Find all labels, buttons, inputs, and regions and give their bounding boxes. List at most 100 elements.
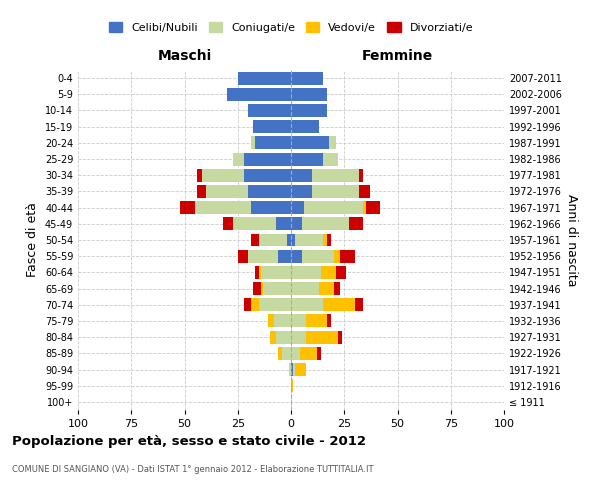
Bar xyxy=(180,201,195,214)
Bar xyxy=(291,266,321,279)
Bar xyxy=(291,136,329,149)
Bar xyxy=(276,218,291,230)
Bar xyxy=(323,152,338,166)
Bar xyxy=(291,169,313,181)
Bar xyxy=(327,314,331,328)
Bar xyxy=(270,330,276,344)
Bar xyxy=(365,201,380,214)
Bar xyxy=(334,250,340,262)
Bar xyxy=(302,218,349,230)
Bar xyxy=(287,234,291,246)
Bar xyxy=(317,347,321,360)
Bar xyxy=(238,72,291,85)
Bar xyxy=(291,330,306,344)
Bar xyxy=(251,234,259,246)
Bar xyxy=(291,218,302,230)
Bar xyxy=(251,201,291,214)
Bar xyxy=(291,88,327,101)
Bar xyxy=(291,120,319,133)
Bar xyxy=(261,266,291,279)
Bar xyxy=(304,201,364,214)
Bar xyxy=(306,330,338,344)
Bar xyxy=(323,298,355,311)
Bar xyxy=(289,363,291,376)
Bar xyxy=(329,136,336,149)
Bar xyxy=(223,218,233,230)
Bar xyxy=(206,185,248,198)
Bar xyxy=(321,266,336,279)
Bar xyxy=(259,234,287,246)
Bar xyxy=(283,347,291,360)
Bar xyxy=(359,185,370,198)
Text: Maschi: Maschi xyxy=(157,49,212,63)
Bar xyxy=(251,136,255,149)
Text: Femmine: Femmine xyxy=(362,49,433,63)
Bar xyxy=(340,250,355,262)
Bar xyxy=(306,314,327,328)
Bar xyxy=(244,298,251,311)
Bar xyxy=(319,282,334,295)
Bar xyxy=(255,266,259,279)
Bar xyxy=(233,152,244,166)
Bar xyxy=(233,218,276,230)
Bar xyxy=(291,201,304,214)
Bar xyxy=(291,298,323,311)
Bar xyxy=(313,185,359,198)
Bar xyxy=(295,234,323,246)
Bar xyxy=(313,169,359,181)
Bar xyxy=(364,201,365,214)
Bar xyxy=(274,314,291,328)
Bar xyxy=(291,104,327,117)
Bar xyxy=(248,185,291,198)
Bar xyxy=(291,152,323,166)
Legend: Celibi/Nubili, Coniugati/e, Vedovi/e, Divorziati/e: Celibi/Nubili, Coniugati/e, Vedovi/e, Di… xyxy=(104,18,478,38)
Bar xyxy=(302,250,334,262)
Bar xyxy=(278,250,291,262)
Bar xyxy=(291,363,293,376)
Bar xyxy=(238,250,248,262)
Bar xyxy=(327,234,331,246)
Bar xyxy=(291,379,293,392)
Bar xyxy=(259,266,261,279)
Bar xyxy=(276,330,291,344)
Bar xyxy=(244,169,291,181)
Bar xyxy=(338,330,342,344)
Bar xyxy=(299,347,317,360)
Text: COMUNE DI SANGIANO (VA) - Dati ISTAT 1° gennaio 2012 - Elaborazione TUTTITALIA.I: COMUNE DI SANGIANO (VA) - Dati ISTAT 1° … xyxy=(12,465,373,474)
Bar xyxy=(334,282,340,295)
Bar xyxy=(227,88,291,101)
Bar xyxy=(291,185,313,198)
Bar xyxy=(197,185,206,198)
Bar xyxy=(293,363,295,376)
Bar xyxy=(278,347,283,360)
Bar xyxy=(355,298,364,311)
Bar xyxy=(291,314,306,328)
Y-axis label: Fasce di età: Fasce di età xyxy=(26,202,39,278)
Bar xyxy=(336,266,346,279)
Bar xyxy=(291,282,319,295)
Bar xyxy=(259,298,291,311)
Bar xyxy=(202,169,244,181)
Bar xyxy=(349,218,364,230)
Bar xyxy=(253,282,261,295)
Bar xyxy=(295,363,306,376)
Bar xyxy=(255,136,291,149)
Bar xyxy=(248,250,278,262)
Bar xyxy=(244,152,291,166)
Bar xyxy=(268,314,274,328)
Bar xyxy=(291,234,295,246)
Bar xyxy=(197,169,202,181)
Bar xyxy=(291,72,323,85)
Bar xyxy=(291,347,299,360)
Bar xyxy=(195,201,251,214)
Bar xyxy=(261,282,263,295)
Bar xyxy=(291,250,302,262)
Bar xyxy=(253,120,291,133)
Y-axis label: Anni di nascita: Anni di nascita xyxy=(565,194,578,286)
Bar xyxy=(251,298,259,311)
Bar xyxy=(323,234,327,246)
Bar xyxy=(263,282,291,295)
Bar xyxy=(248,104,291,117)
Text: Popolazione per età, sesso e stato civile - 2012: Popolazione per età, sesso e stato civil… xyxy=(12,435,366,448)
Bar xyxy=(359,169,364,181)
